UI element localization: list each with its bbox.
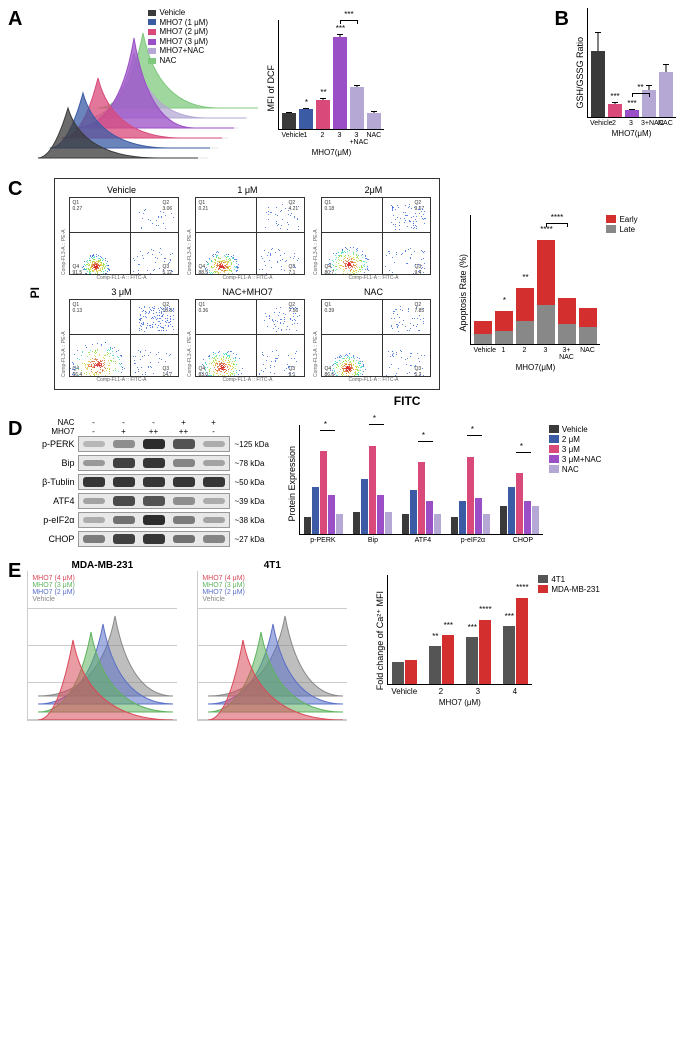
panel-c-bar-xtitle: MHO7(μM) — [470, 363, 600, 372]
wb-row: p-eIF2α~38 kDa — [28, 512, 268, 528]
panel-c-label: C — [8, 178, 22, 201]
panel-c-legend: EarlyLate — [606, 215, 637, 372]
panel-d-label: D — [8, 418, 22, 441]
panel-a-label: A — [8, 8, 22, 31]
panel-b-bar-xtitle: MHO7(μM) — [587, 129, 676, 138]
panel-e-bar-xtitle: MHO7 (μM) — [387, 698, 532, 707]
panel-a-bar-xtitle: MHO7(μM) — [278, 148, 384, 157]
wb-row: Bip~78 kDa — [28, 455, 268, 471]
wb-row: ATF4~39 kDa — [28, 493, 268, 509]
panel-c-scatter-grid: VehicleComp-FL3-A :: PE-AQ1 0.27Q2 3.06Q… — [54, 178, 440, 390]
panel-b-label: B — [555, 8, 569, 31]
panel-c-yaxis: PI — [28, 287, 42, 298]
scatter-plot: NACComp-FL3-A :: PE-AQ1 0.39Q2 7.85Q4 86… — [313, 287, 433, 383]
panel-e-legend: 4T1MDA-MB-231 — [538, 575, 599, 707]
panel-a-hist-legend: VehicleMHO7 (1 μM)MHO7 (2 μM)MHO7 (3 μM)… — [148, 8, 208, 66]
panel-c-xaxis: FITC — [54, 394, 440, 408]
scatter-plot: 3 μMComp-FL3-A :: PE-AQ1 0.13Q2 18.8Q4 6… — [61, 287, 181, 383]
scatter-plot: 2μMComp-FL3-A :: PE-AQ1 0.18Q2 9.67Q4 80… — [313, 185, 433, 281]
scatter-plot: VehicleComp-FL3-A :: PE-AQ1 0.27Q2 3.06Q… — [61, 185, 181, 281]
panel-b-bar-ylabel: GSH/GSSG Ratio — [575, 37, 585, 109]
panel-d-barchart: Protein Expression ***** p-PERKBipATF4p-… — [287, 425, 602, 544]
panel-e-barchart: Fold change of Ca²⁺ MFI ****************… — [375, 575, 599, 707]
scatter-plot: NAC+MHO7Comp-FL3-A :: PE-AQ1 0.36Q2 7.56… — [187, 287, 307, 383]
panel-d-bar-ylabel: Protein Expression — [287, 446, 297, 522]
scatter-plot: 1 μMComp-FL3-A :: PE-AQ1 0.21Q2 4.21Q4 8… — [187, 185, 307, 281]
panel-a-bar-ylabel: MFI of DCF — [266, 65, 276, 112]
panel-b-barchart: GSH/GSSG Ratio ******** Vehicle233+NACNA… — [575, 8, 676, 138]
panel-c-barchart: Apoptosis Rate (%) *********** Vehicle12… — [458, 215, 637, 372]
wb-row: β-Tublin~50 kDa — [28, 474, 268, 490]
panel-a-barchart: MFI of DCF ********* Vehicle1233 +NACNAC… — [266, 20, 384, 157]
panel-d-western-blot: NAC---++MHO7-+++++- p-PERK~125 kDaBip~78… — [28, 418, 268, 550]
panel-c-bar-ylabel: Apoptosis Rate (%) — [458, 254, 468, 332]
panel-d-legend: Vehicle2 μM3 μM3 μM+NACNAC — [549, 425, 602, 544]
panel-e-label: E — [8, 560, 21, 583]
wb-row: CHOP~27 kDa — [28, 531, 268, 547]
panel-e-histograms: MDA-MB-231MHO7 (4 μM)MHO7 (3 μM)MHO7 (2 … — [27, 560, 347, 721]
panel-a-histogram-3d: VehicleMHO7 (1 μM)MHO7 (2 μM)MHO7 (3 μM)… — [28, 8, 258, 168]
wb-row: p-PERK~125 kDa — [28, 436, 268, 452]
panel-e-bar-ylabel: Fold change of Ca²⁺ MFI — [375, 591, 385, 690]
